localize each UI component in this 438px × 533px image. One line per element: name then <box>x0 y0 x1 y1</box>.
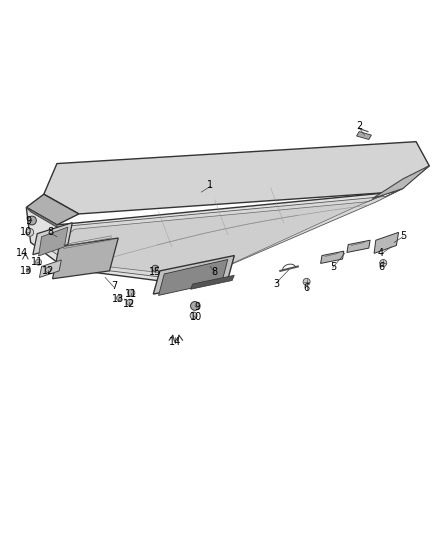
Polygon shape <box>26 166 429 284</box>
Text: 14: 14 <box>169 337 181 347</box>
Circle shape <box>380 260 387 266</box>
Text: 7: 7 <box>111 281 117 291</box>
Circle shape <box>46 268 51 273</box>
Polygon shape <box>53 238 118 279</box>
Text: 5: 5 <box>400 231 406 241</box>
Text: 4: 4 <box>378 248 384 259</box>
Polygon shape <box>374 232 399 253</box>
Polygon shape <box>26 207 57 227</box>
Text: 10: 10 <box>20 228 32 237</box>
Text: 9: 9 <box>194 302 200 312</box>
Text: 10: 10 <box>190 312 202 322</box>
Text: 8: 8 <box>212 266 218 277</box>
Text: 6: 6 <box>304 284 310 293</box>
Circle shape <box>117 295 122 301</box>
Polygon shape <box>39 260 61 278</box>
Text: 5: 5 <box>330 262 336 271</box>
Text: 13: 13 <box>112 294 124 304</box>
Circle shape <box>28 216 36 225</box>
Text: 13: 13 <box>20 266 32 276</box>
Circle shape <box>190 312 197 319</box>
Polygon shape <box>357 132 371 140</box>
Polygon shape <box>26 194 79 225</box>
Circle shape <box>35 259 42 265</box>
Polygon shape <box>372 166 429 199</box>
Text: 8: 8 <box>47 228 53 237</box>
Text: 6: 6 <box>378 262 384 271</box>
Polygon shape <box>57 194 385 278</box>
Polygon shape <box>39 227 68 256</box>
Polygon shape <box>44 189 403 281</box>
Circle shape <box>26 268 31 272</box>
Circle shape <box>191 302 199 310</box>
Circle shape <box>26 229 34 236</box>
Polygon shape <box>321 251 344 263</box>
Polygon shape <box>153 255 234 294</box>
Text: 12: 12 <box>123 298 135 309</box>
Text: 2: 2 <box>356 122 362 131</box>
Circle shape <box>127 300 133 305</box>
Text: 14: 14 <box>16 248 28 259</box>
Text: 3: 3 <box>273 279 279 289</box>
Text: 15: 15 <box>149 266 162 277</box>
Text: 1: 1 <box>207 181 213 190</box>
Polygon shape <box>159 260 228 295</box>
Text: 9: 9 <box>25 215 32 225</box>
Polygon shape <box>191 275 234 289</box>
Text: 12: 12 <box>42 266 54 276</box>
Polygon shape <box>347 240 370 253</box>
Text: 11: 11 <box>31 257 43 267</box>
Text: 11: 11 <box>125 289 138 299</box>
Circle shape <box>128 289 135 296</box>
Polygon shape <box>44 142 429 214</box>
Circle shape <box>303 278 310 285</box>
Circle shape <box>152 265 158 271</box>
Polygon shape <box>33 223 72 255</box>
